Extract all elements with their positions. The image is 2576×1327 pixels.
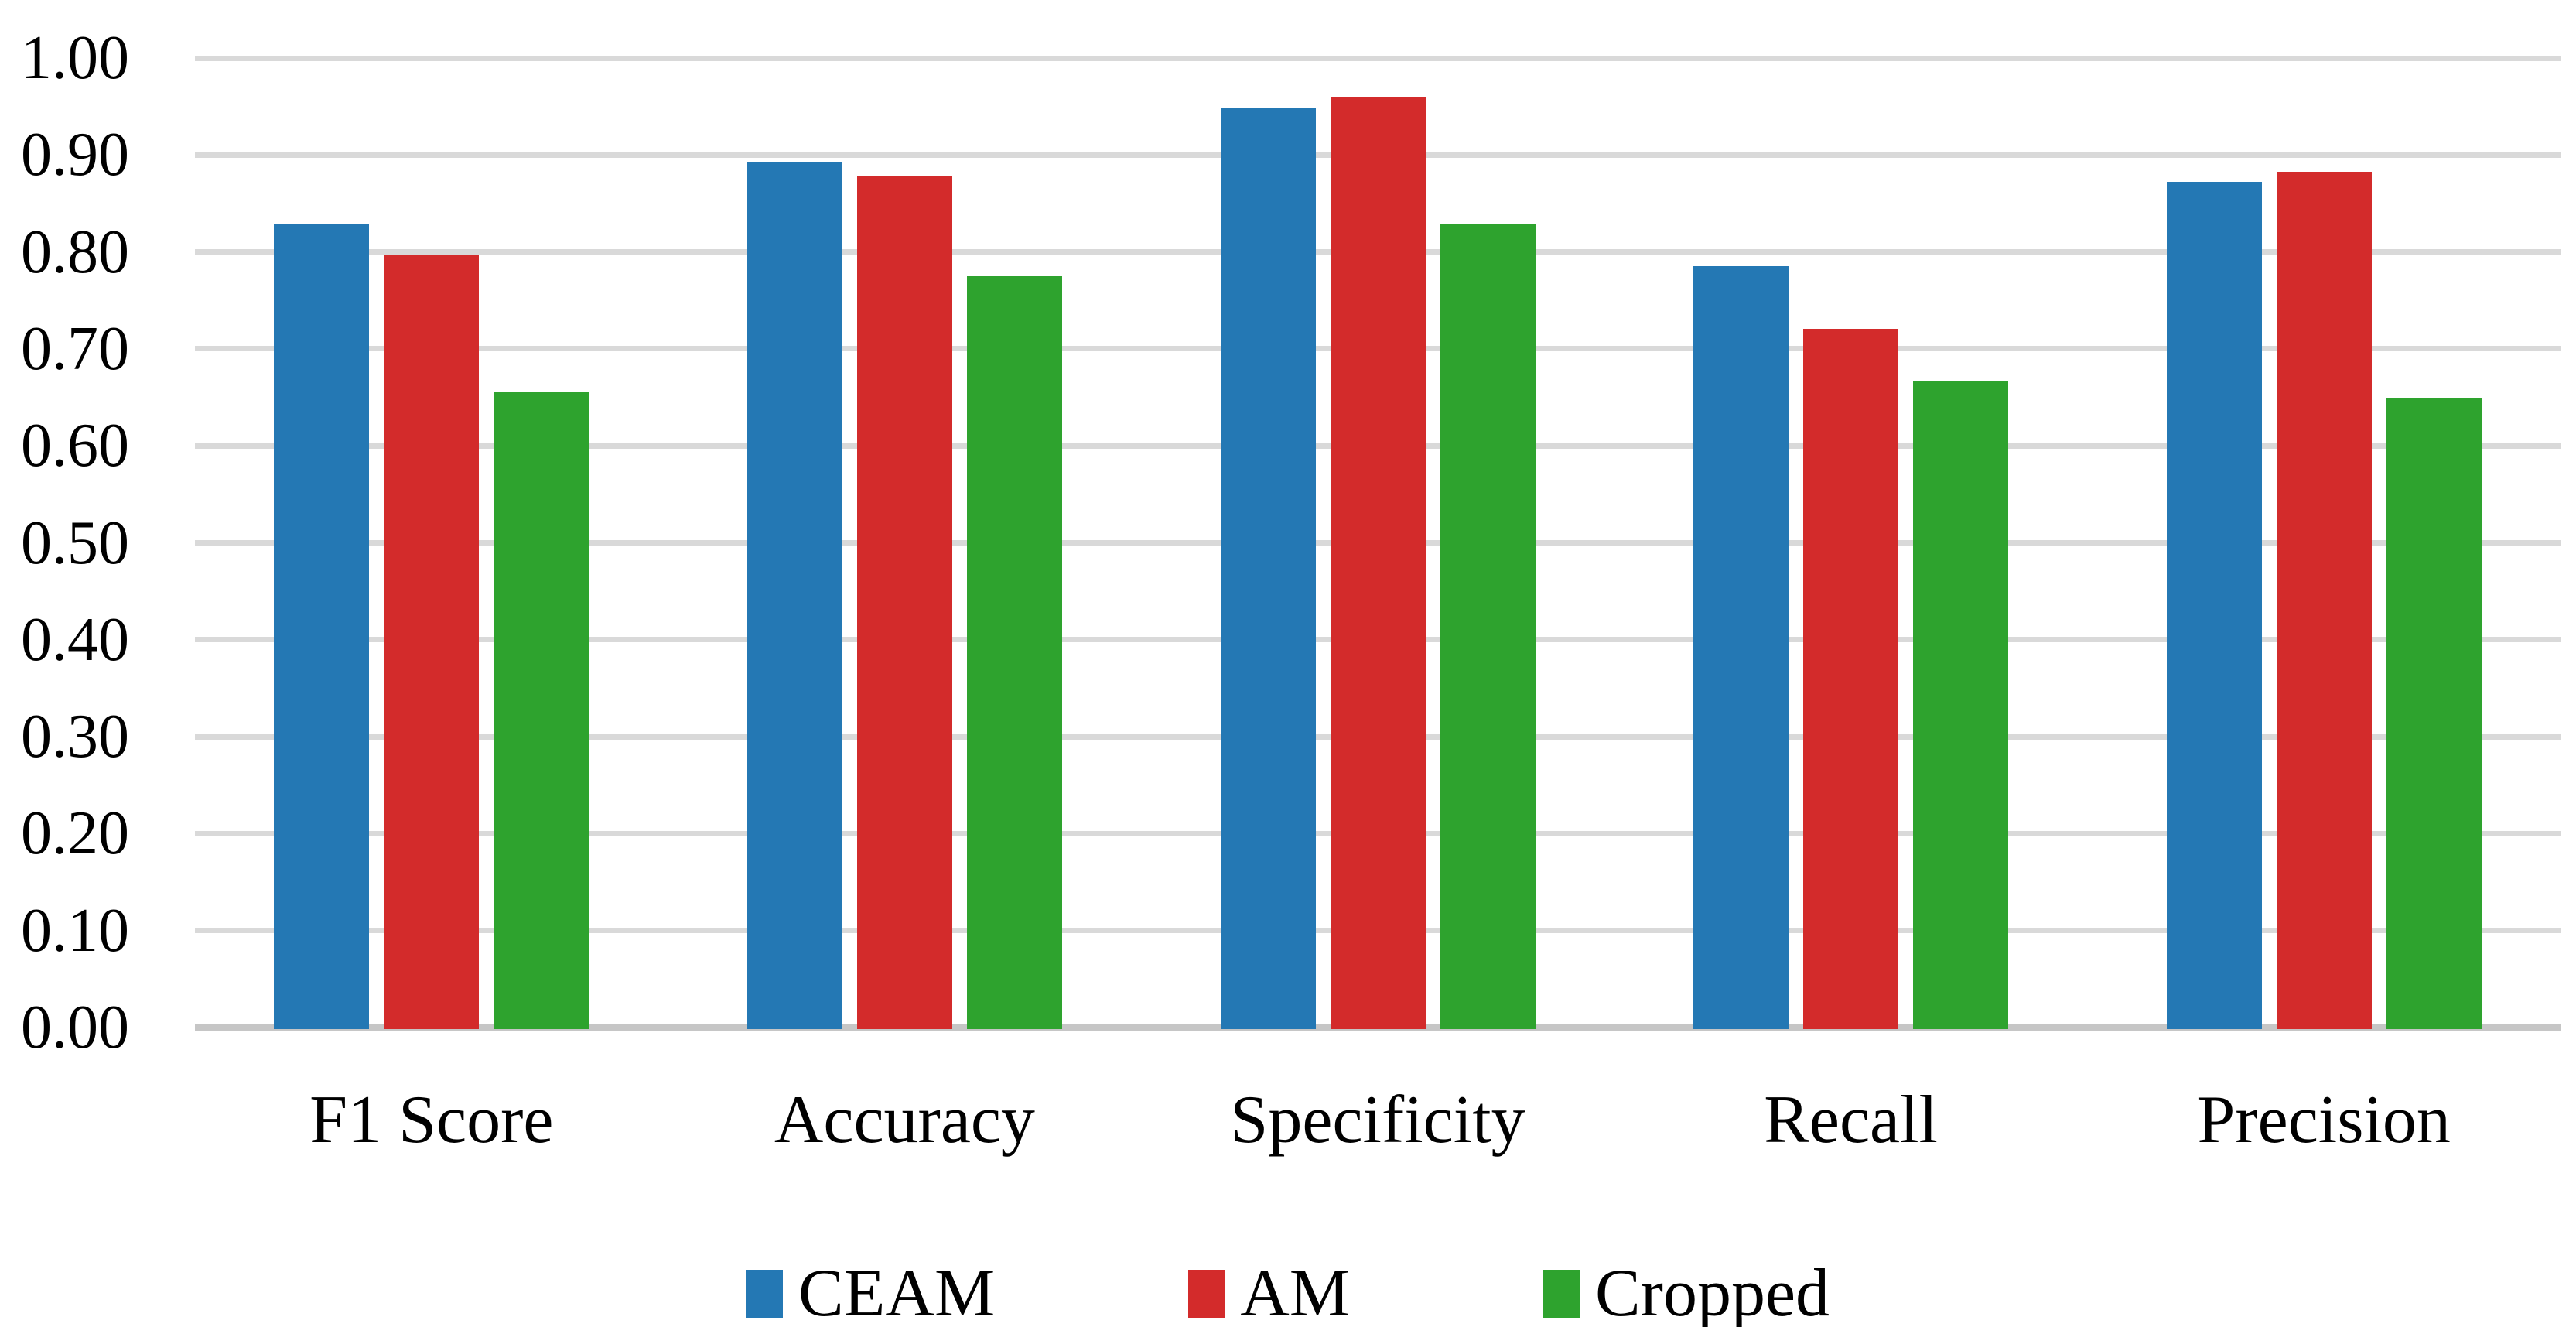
legend-swatch-am — [1188, 1270, 1225, 1318]
legend-item-cropped: Cropped — [1543, 1255, 1830, 1327]
legend-label-am: AM — [1240, 1256, 1350, 1327]
bar-cropped-f1-score — [494, 392, 589, 1029]
y-tick-label: 0.70 — [21, 314, 129, 383]
y-tick-label: 0.90 — [21, 121, 129, 190]
bar-am-recall — [1803, 328, 1899, 1029]
x-category-label-precision: Precision — [2197, 1082, 2451, 1158]
legend: CEAM AM Cropped — [0, 1255, 2576, 1327]
y-tick-label: 0.80 — [21, 217, 129, 286]
bar-ceam-f1-score — [274, 224, 370, 1029]
x-category-label-recall: Recall — [1764, 1082, 1938, 1158]
bar-am-accuracy — [856, 176, 952, 1029]
gridline — [195, 55, 2561, 61]
bar-ceam-accuracy — [746, 162, 842, 1029]
legend-label-ceam: CEAM — [798, 1256, 996, 1327]
legend-item-am: AM — [1188, 1255, 1350, 1327]
bar-cropped-recall — [1913, 381, 2009, 1029]
bar-cropped-accuracy — [966, 275, 1062, 1029]
bar-ceam-recall — [1693, 266, 1789, 1029]
bar-am-precision — [2276, 171, 2372, 1029]
x-category-label-accuracy: Accuracy — [774, 1082, 1035, 1158]
legend-item-ceam: CEAM — [746, 1255, 995, 1327]
legend-label-cropped: Cropped — [1594, 1256, 1830, 1327]
bar-ceam-specificity — [1220, 107, 1316, 1029]
y-tick-label: 1.00 — [21, 24, 129, 92]
y-tick-label: 0.30 — [21, 703, 129, 771]
y-tick-label: 0.50 — [21, 508, 129, 577]
y-tick-label: 0.60 — [21, 412, 129, 481]
bar-am-specificity — [1330, 97, 1426, 1029]
y-tick-label: 0.10 — [21, 896, 129, 965]
legend-swatch-cropped — [1543, 1270, 1580, 1318]
bar-cropped-precision — [2386, 397, 2482, 1029]
bar-ceam-precision — [2166, 182, 2262, 1029]
bar-am-f1-score — [384, 255, 480, 1029]
legend-swatch-ceam — [746, 1270, 783, 1318]
y-tick-label: 0.00 — [21, 994, 129, 1062]
bar-cropped-specificity — [1440, 224, 1536, 1029]
x-category-label-f1-score: F1 Score — [309, 1082, 554, 1158]
y-tick-label: 0.20 — [21, 799, 129, 868]
y-tick-label: 0.40 — [21, 605, 129, 674]
x-category-label-specificity: Specificity — [1230, 1082, 1525, 1158]
